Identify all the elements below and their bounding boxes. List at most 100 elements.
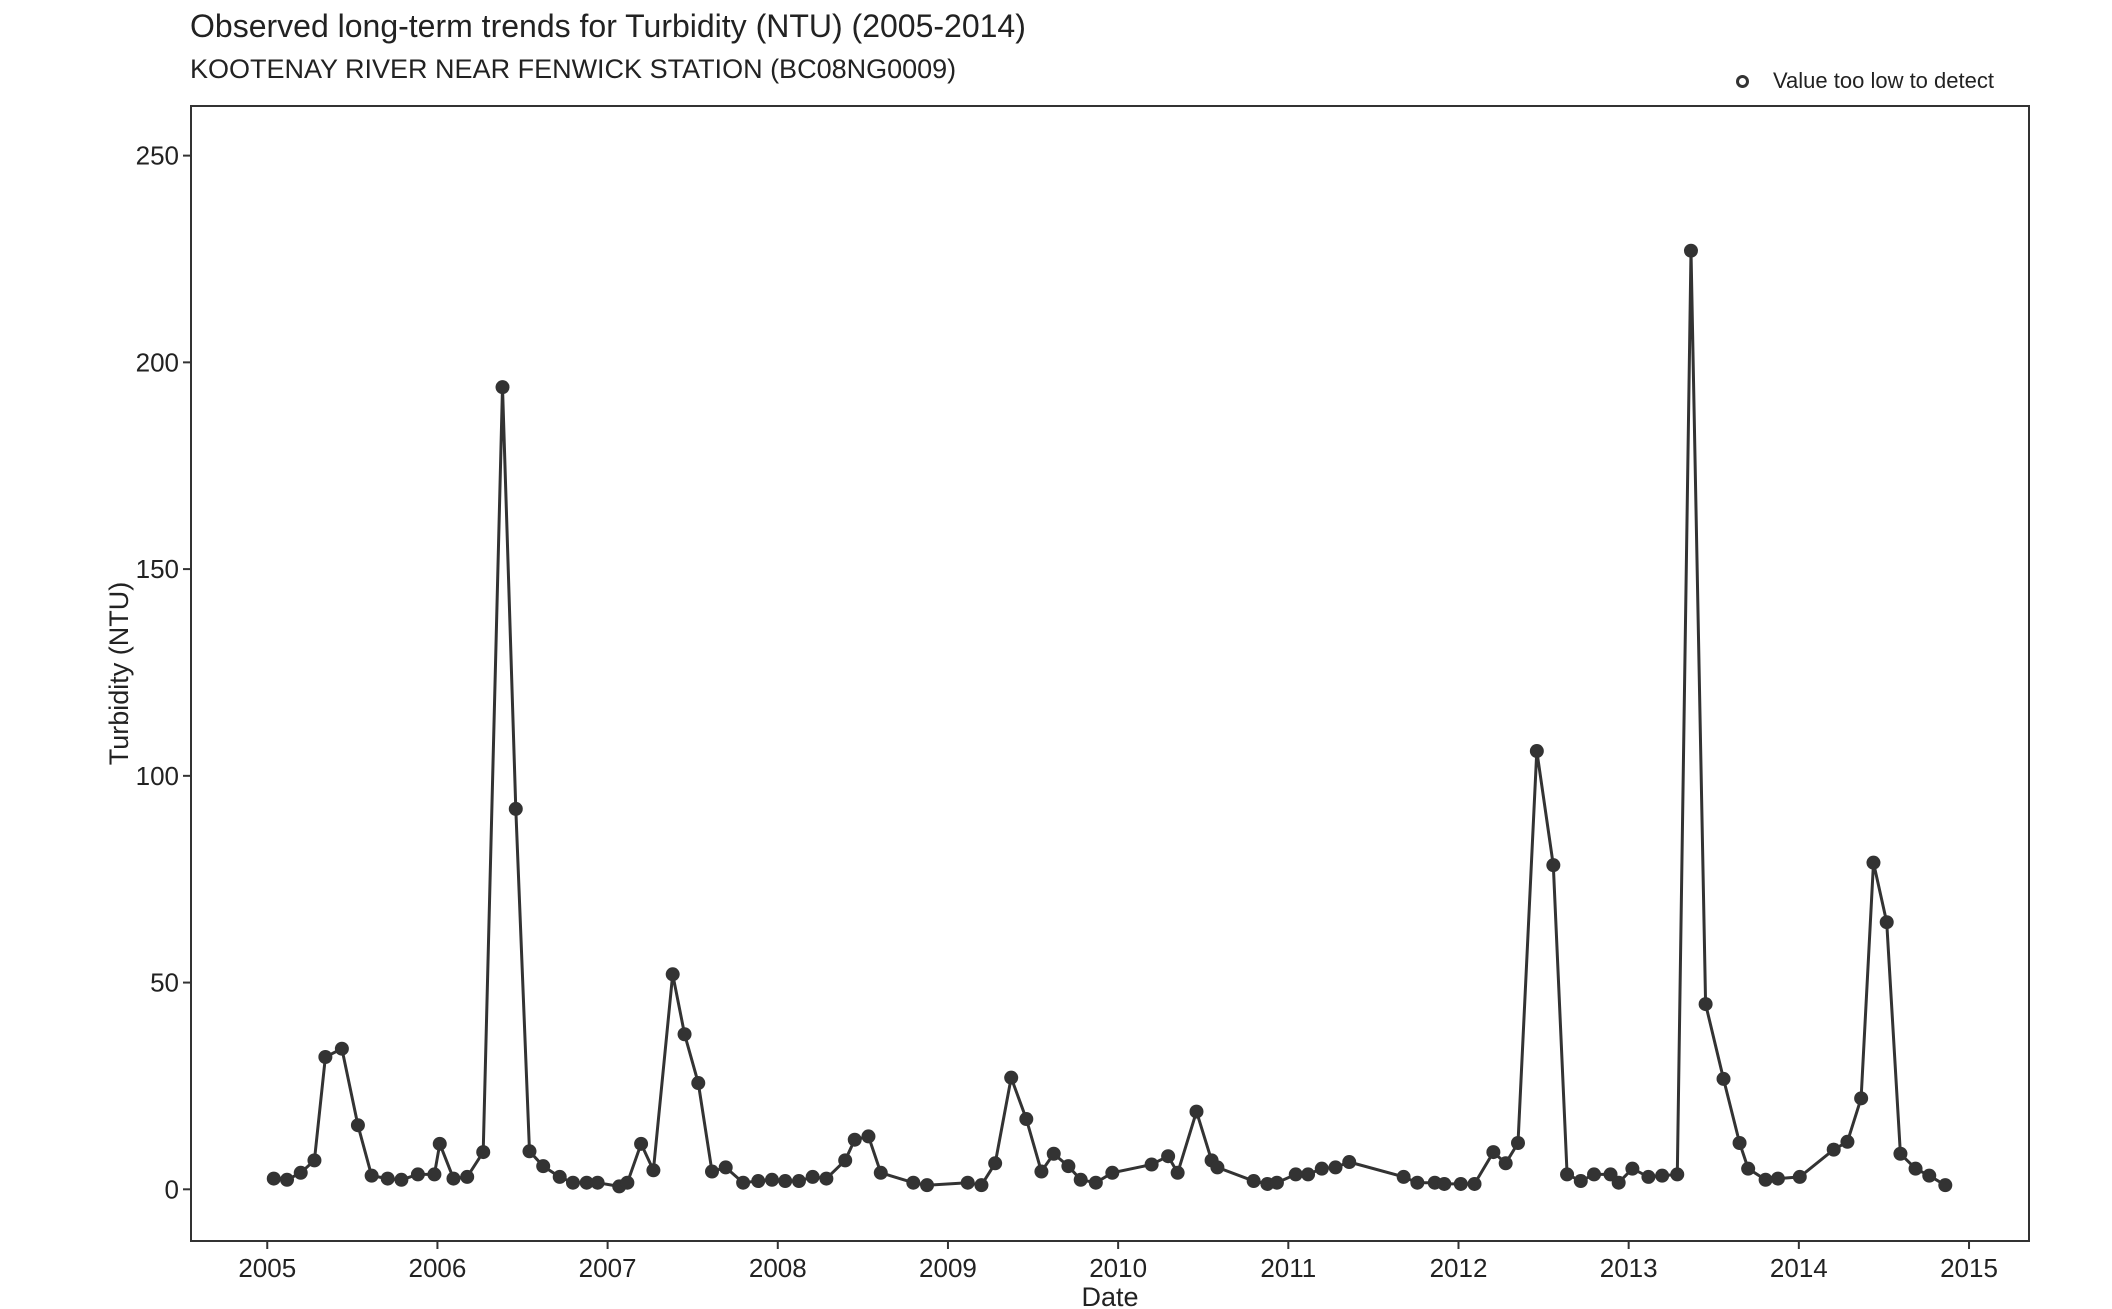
data-point — [1908, 1161, 1923, 1176]
data-point — [380, 1171, 395, 1186]
data-point — [1088, 1175, 1103, 1190]
y-tick-label: 100 — [136, 761, 179, 791]
data-point — [1246, 1174, 1261, 1189]
y-tick-label: 0 — [165, 1174, 179, 1204]
legend: Value too low to detect — [1736, 68, 1994, 94]
data-point — [1546, 858, 1561, 873]
data-point — [805, 1169, 820, 1184]
data-point — [1826, 1142, 1841, 1157]
data-point — [677, 1027, 692, 1042]
x-tick-label: 2008 — [749, 1253, 807, 1283]
data-point — [1511, 1136, 1526, 1151]
data-point — [522, 1144, 537, 1159]
data-point — [334, 1041, 349, 1056]
data-point — [736, 1175, 751, 1190]
data-point — [318, 1050, 333, 1065]
data-point — [1210, 1160, 1225, 1175]
data-point — [704, 1164, 719, 1179]
data-point — [1269, 1175, 1284, 1190]
data-point — [1560, 1167, 1575, 1182]
data-point — [280, 1172, 295, 1187]
data-point — [838, 1153, 853, 1168]
data-point — [1073, 1172, 1088, 1187]
data-point — [634, 1136, 649, 1151]
data-point — [778, 1174, 793, 1189]
data-point — [819, 1171, 834, 1186]
data-point — [307, 1153, 322, 1168]
data-point — [565, 1175, 580, 1190]
data-point — [1879, 915, 1894, 930]
data-point — [1105, 1165, 1120, 1180]
y-tick-label: 150 — [136, 554, 179, 584]
data-point — [1529, 744, 1544, 759]
data-point — [1410, 1175, 1425, 1190]
data-point — [1144, 1157, 1159, 1172]
data-point — [960, 1175, 975, 1190]
chart-title: Observed long-term trends for Turbidity … — [190, 8, 1026, 44]
x-tick-label: 2012 — [1430, 1253, 1488, 1283]
data-point — [974, 1178, 989, 1193]
data-point — [620, 1175, 635, 1190]
y-axis-label: Turbidity (NTU) — [104, 582, 134, 766]
data-point — [1288, 1167, 1303, 1182]
y-tick-label: 250 — [136, 141, 179, 171]
data-point — [266, 1171, 281, 1186]
data-point — [920, 1178, 935, 1193]
data-point — [1467, 1176, 1482, 1191]
data-point — [1486, 1145, 1501, 1160]
data-point — [1314, 1161, 1329, 1176]
chart-subtitle: KOOTENAY RIVER NEAR FENWICK STATION (BC0… — [190, 54, 957, 84]
data-point — [508, 801, 523, 816]
x-tick-label: 2010 — [1089, 1253, 1147, 1283]
data-point — [1170, 1165, 1185, 1180]
data-point — [1758, 1172, 1773, 1187]
data-point — [1437, 1176, 1452, 1191]
data-point — [579, 1175, 594, 1190]
data-point — [1792, 1169, 1807, 1184]
x-tick-label: 2007 — [579, 1253, 637, 1283]
data-point — [446, 1171, 461, 1186]
data-point — [1587, 1167, 1602, 1182]
data-point — [410, 1167, 425, 1182]
data-point — [394, 1172, 409, 1187]
data-point — [476, 1145, 491, 1160]
data-point — [1655, 1168, 1670, 1183]
data-point — [1061, 1159, 1076, 1174]
open-circle-icon — [1736, 74, 1749, 88]
data-point — [906, 1175, 921, 1190]
data-point — [847, 1132, 862, 1147]
data-point — [1625, 1161, 1640, 1176]
data-point — [1161, 1149, 1176, 1164]
data-point — [1741, 1161, 1756, 1176]
data-point — [495, 380, 510, 395]
data-point — [1573, 1174, 1588, 1189]
data-point — [1342, 1155, 1357, 1170]
x-tick-label: 2005 — [238, 1253, 296, 1283]
data-point — [988, 1156, 1003, 1171]
data-point — [1034, 1164, 1049, 1179]
data-point — [751, 1174, 766, 1189]
x-tick-label: 2013 — [1600, 1253, 1658, 1283]
data-point — [665, 967, 680, 982]
x-tick-label: 2015 — [1940, 1253, 1998, 1283]
data-point — [293, 1165, 308, 1180]
data-point — [460, 1169, 475, 1184]
data-point — [1019, 1112, 1034, 1127]
x-tick-label: 2006 — [409, 1253, 467, 1283]
data-point — [432, 1136, 447, 1151]
legend-label: Value too low to detect — [1773, 68, 1994, 93]
data-point — [1046, 1146, 1061, 1161]
data-point — [1189, 1104, 1204, 1119]
data-point — [1854, 1091, 1869, 1106]
data-point — [718, 1160, 733, 1175]
data-point — [1840, 1134, 1855, 1149]
data-point — [1328, 1160, 1343, 1175]
plot-panel — [190, 105, 2030, 1242]
data-point — [590, 1175, 605, 1190]
data-point — [1301, 1167, 1316, 1182]
x-tick-label: 2011 — [1260, 1253, 1316, 1283]
x-axis-label: Date — [1081, 1282, 1138, 1309]
data-point — [1611, 1175, 1626, 1190]
data-point — [364, 1168, 379, 1183]
